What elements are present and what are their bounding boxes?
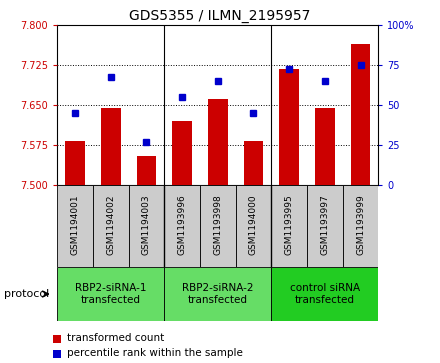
Text: GSM1194002: GSM1194002 — [106, 194, 115, 254]
Text: GDS5355 / ILMN_2195957: GDS5355 / ILMN_2195957 — [129, 9, 311, 23]
Bar — [315, 108, 335, 185]
Text: RBP2-siRNA-1
transfected: RBP2-siRNA-1 transfected — [75, 283, 147, 305]
Bar — [57, 185, 93, 267]
Text: GSM1193999: GSM1193999 — [356, 194, 365, 255]
Bar — [244, 141, 263, 185]
Bar — [172, 121, 192, 185]
Bar — [65, 141, 85, 185]
Bar — [208, 99, 227, 185]
Bar — [164, 185, 200, 267]
Bar — [136, 156, 156, 185]
Bar — [343, 185, 378, 267]
Text: transformed count: transformed count — [67, 333, 165, 343]
Text: GSM1193998: GSM1193998 — [213, 194, 222, 255]
Text: GSM1193996: GSM1193996 — [178, 194, 187, 255]
Text: percentile rank within the sample: percentile rank within the sample — [67, 348, 243, 358]
Bar — [279, 69, 299, 185]
Bar — [271, 267, 378, 321]
Text: GSM1194000: GSM1194000 — [249, 194, 258, 255]
Bar — [57, 267, 164, 321]
Text: control siRNA
transfected: control siRNA transfected — [290, 283, 360, 305]
Bar — [128, 185, 164, 267]
Bar — [236, 185, 271, 267]
Bar — [101, 109, 121, 185]
Text: GSM1194003: GSM1194003 — [142, 194, 151, 255]
Bar — [164, 267, 271, 321]
Bar — [271, 185, 307, 267]
Text: GSM1193995: GSM1193995 — [285, 194, 293, 255]
Bar — [351, 44, 370, 185]
Text: GSM1194001: GSM1194001 — [70, 194, 80, 255]
Bar — [307, 185, 343, 267]
Bar — [93, 185, 128, 267]
Bar — [200, 185, 236, 267]
Text: protocol: protocol — [4, 289, 50, 299]
Text: GSM1193997: GSM1193997 — [320, 194, 330, 255]
Text: RBP2-siRNA-2
transfected: RBP2-siRNA-2 transfected — [182, 283, 253, 305]
